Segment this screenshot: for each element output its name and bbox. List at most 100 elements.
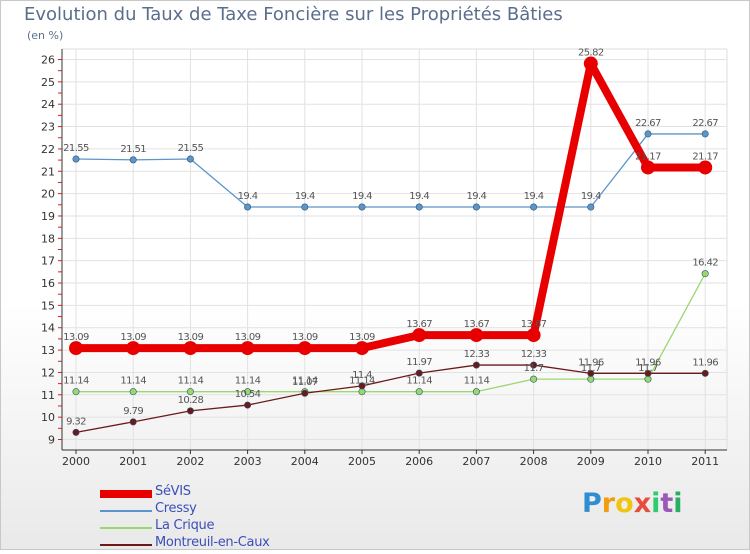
data-point (301, 203, 309, 211)
data-label: 13.67 (406, 319, 432, 330)
data-point (72, 428, 80, 436)
data-point (644, 130, 652, 138)
data-label: 11.7 (524, 363, 544, 374)
data-point (183, 341, 198, 356)
data-point (129, 156, 137, 164)
data-label: 19.4 (581, 191, 601, 202)
line-chart: 9 10 11 12 13 14 15 16 17 18 19 20 21 22 23 24 25 26 2000 2… (41, 48, 728, 468)
data-label: 11.14 (235, 376, 261, 387)
data-label: 19.4 (238, 191, 258, 202)
data-point (358, 388, 366, 396)
y-tick-label: 12 (41, 366, 55, 379)
logo-letter: r (601, 488, 616, 519)
y-tick-label: 18 (41, 232, 55, 245)
data-point (240, 341, 255, 356)
chart-title: Evolution du Taux de Taxe Foncière sur l… (24, 4, 563, 25)
data-point (587, 375, 595, 383)
data-label: 16.42 (692, 258, 718, 269)
y-tick-label: 21 (41, 165, 55, 178)
y-tick-label: 24 (41, 98, 55, 111)
logo-letter: x (633, 488, 652, 519)
data-label: 13.09 (235, 332, 261, 343)
data-point (530, 203, 538, 211)
y-tick-label: 11 (41, 389, 55, 402)
data-point (415, 203, 423, 211)
y-tick-label: 10 (41, 411, 55, 424)
data-label: 13.09 (178, 332, 204, 343)
data-point (358, 382, 366, 390)
series-layer (69, 56, 713, 436)
data-point (126, 341, 141, 356)
data-point (69, 341, 83, 356)
x-tick-label: 2011 (691, 455, 719, 468)
data-point (644, 369, 652, 377)
y-tick-label: 25 (41, 76, 55, 89)
data-labels: 13.09 13.09 13.09 13.09 13.09 13.09 13.67 13.67… (63, 48, 719, 428)
data-point (698, 160, 713, 175)
series-line (75, 133, 706, 208)
data-label: 19.4 (524, 191, 544, 202)
data-label: 11.14 (63, 376, 89, 387)
y-tick-label: 22 (41, 143, 55, 156)
data-label: 10.54 (235, 389, 261, 400)
data-point (244, 203, 252, 211)
y-tick-label: 14 (41, 322, 55, 335)
x-tick-label: 2010 (634, 455, 662, 468)
data-label: 13.67 (521, 319, 547, 330)
x-tick-label: 2008 (520, 455, 548, 468)
logo-letter: t (660, 488, 674, 519)
data-label: 10.28 (178, 395, 204, 406)
data-point (297, 341, 312, 356)
proxiti-logo: Proxiti (582, 488, 683, 519)
data-point (358, 203, 366, 211)
data-point (186, 388, 194, 396)
grid-lines (62, 48, 728, 450)
x-tick-label: 2004 (291, 455, 319, 468)
data-label: 13.09 (292, 332, 318, 343)
data-point (701, 369, 709, 377)
y-tick-label: 15 (41, 299, 55, 312)
data-point (530, 361, 538, 369)
data-point (587, 369, 595, 377)
y-tick-label: 23 (41, 121, 55, 134)
data-point (644, 375, 652, 383)
data-point (244, 388, 252, 396)
x-tick-label: 2006 (405, 455, 433, 468)
logo-letter: i (673, 488, 683, 519)
x-tick-label: 2007 (462, 455, 490, 468)
data-label: 11.14 (292, 376, 318, 387)
data-point (472, 361, 480, 369)
data-point (530, 375, 538, 383)
logo-letter: o (615, 488, 634, 519)
y-tick-label: 19 (41, 210, 55, 223)
x-tick-label: 2005 (348, 455, 376, 468)
y-tick-label: 9 (48, 434, 55, 447)
data-point (526, 328, 541, 343)
legend-label: Cressy (155, 501, 197, 516)
x-tick-label: 2003 (234, 455, 262, 468)
data-label: 19.4 (352, 191, 372, 202)
data-label: 11.96 (635, 357, 661, 368)
x-tick-label: 2000 (62, 455, 90, 468)
data-point (472, 203, 480, 211)
data-label: 11.7 (581, 363, 601, 374)
data-label: 21.17 (692, 151, 718, 162)
axes: 9 10 11 12 13 14 15 16 17 18 19 20 21 22 23 24 25 26 2000 2… (41, 49, 727, 468)
data-label: 22.67 (692, 118, 718, 129)
data-point (472, 388, 480, 396)
data-label: 13.09 (120, 332, 146, 343)
data-label: 13.09 (349, 332, 375, 343)
legend-swatch (100, 490, 152, 498)
y-tick-label: 16 (41, 277, 55, 290)
data-point (415, 388, 423, 396)
legend-swatch (100, 544, 152, 546)
data-point (583, 56, 598, 71)
data-label: 11.4 (352, 370, 372, 381)
data-point (587, 203, 595, 211)
data-label: 21.17 (635, 151, 661, 162)
legend-swatch (100, 510, 152, 512)
data-point (355, 341, 369, 356)
data-label: 21.55 (63, 143, 89, 154)
data-label: 12.33 (521, 349, 547, 360)
data-label: 11.97 (406, 357, 432, 368)
